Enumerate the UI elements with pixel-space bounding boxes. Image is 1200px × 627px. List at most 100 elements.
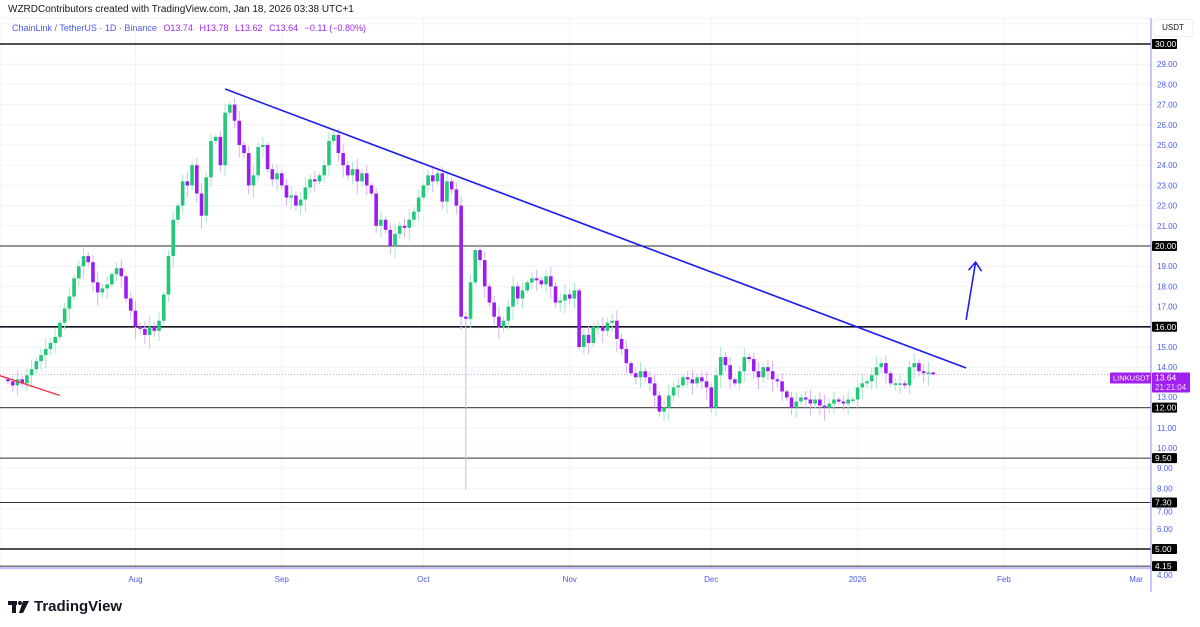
candle-body[interactable] <box>171 219 175 257</box>
candle-body[interactable] <box>435 173 440 182</box>
candle-body[interactable] <box>822 405 827 408</box>
candle-body[interactable] <box>747 357 751 360</box>
candle-body[interactable] <box>534 278 539 281</box>
candle-body[interactable] <box>341 153 345 166</box>
candle-body[interactable] <box>313 179 317 182</box>
candle-body[interactable] <box>459 205 463 317</box>
candle-body[interactable] <box>643 371 647 378</box>
candle-body[interactable] <box>775 379 780 382</box>
candle-body[interactable] <box>860 383 865 388</box>
candle-body[interactable] <box>426 175 430 186</box>
candle-body[interactable] <box>605 322 610 331</box>
candle-body[interactable] <box>695 377 699 384</box>
candle-body[interactable] <box>256 147 260 176</box>
candle-body[interactable] <box>638 371 643 378</box>
candle-body[interactable] <box>185 181 190 186</box>
candle-body[interactable] <box>600 326 605 331</box>
candle-body[interactable] <box>903 383 907 386</box>
candle-body[interactable] <box>685 377 690 380</box>
candle-body[interactable] <box>898 383 902 385</box>
candle-body[interactable] <box>794 401 799 408</box>
candle-body[interactable] <box>869 375 874 382</box>
candle-body[interactable] <box>733 379 737 384</box>
candle-body[interactable] <box>431 175 435 182</box>
candle-body[interactable] <box>440 173 445 202</box>
candle-body[interactable] <box>29 369 34 376</box>
candle-body[interactable] <box>317 175 322 182</box>
candle-body[interactable] <box>223 112 227 166</box>
candle-body[interactable] <box>468 282 473 319</box>
candle-body[interactable] <box>232 104 237 121</box>
candle-body[interactable] <box>95 282 100 293</box>
candle-body[interactable] <box>58 322 62 337</box>
candle-body[interactable] <box>610 320 614 323</box>
candle-body[interactable] <box>657 395 662 412</box>
candle-body[interactable] <box>454 189 459 206</box>
candle-body[interactable] <box>917 363 921 372</box>
candle-body[interactable] <box>501 320 506 327</box>
candle-body[interactable] <box>6 379 10 382</box>
candle-body[interactable] <box>530 278 534 283</box>
candle-body[interactable] <box>525 282 529 291</box>
candle-body[interactable] <box>818 399 822 406</box>
candle-body[interactable] <box>91 262 95 283</box>
red-trend-line[interactable] <box>0 375 61 397</box>
candle-body[interactable] <box>539 280 544 285</box>
candle-body[interactable] <box>294 195 298 206</box>
candle-body[interactable] <box>497 316 501 327</box>
candle-body[interactable] <box>20 379 24 384</box>
candle-body[interactable] <box>912 363 917 368</box>
candle-body[interactable] <box>161 294 166 321</box>
up-arrow-shaft[interactable] <box>965 262 977 321</box>
candle-body[interactable] <box>549 276 553 287</box>
candle-body[interactable] <box>114 268 119 275</box>
candle-body[interactable] <box>487 286 492 303</box>
candle-body[interactable] <box>926 372 931 374</box>
candle-body[interactable] <box>789 397 794 408</box>
candle-body[interactable] <box>563 294 567 301</box>
candle-body[interactable] <box>67 296 72 309</box>
candle-body[interactable] <box>766 367 770 372</box>
candle-body[interactable] <box>251 175 256 186</box>
candle-body[interactable] <box>445 181 449 202</box>
candle-body[interactable] <box>119 268 124 277</box>
candle-body[interactable] <box>577 290 581 347</box>
candle-body[interactable] <box>284 185 289 198</box>
candle-body[interactable] <box>931 372 935 375</box>
candle-body[interactable] <box>327 140 331 166</box>
candle-body[interactable] <box>397 225 402 234</box>
candle-body[interactable] <box>667 395 671 408</box>
candle-body[interactable] <box>464 316 468 319</box>
candle-body[interactable] <box>350 169 355 176</box>
candle-body[interactable] <box>624 349 629 364</box>
candle-body[interactable] <box>492 302 496 317</box>
candle-body[interactable] <box>86 256 91 263</box>
candle-body[interactable] <box>520 290 525 299</box>
candle-body[interactable] <box>62 308 67 323</box>
candle-body[interactable] <box>322 165 327 176</box>
candle-body[interactable] <box>482 260 487 287</box>
candle-body[interactable] <box>15 379 20 386</box>
candle-body[interactable] <box>331 134 336 141</box>
candle-body[interactable] <box>393 233 397 246</box>
candle-body[interactable] <box>195 165 199 194</box>
candle-body[interactable] <box>152 326 157 331</box>
candle-body[interactable] <box>884 363 888 374</box>
candle-body[interactable] <box>416 197 421 212</box>
candle-body[interactable] <box>652 383 657 396</box>
candle-body[interactable] <box>558 300 563 303</box>
candle-body[interactable] <box>133 310 138 327</box>
candle-body[interactable] <box>785 391 789 398</box>
candle-body[interactable] <box>846 399 850 404</box>
candle-body[interactable] <box>228 104 232 113</box>
candle-body[interactable] <box>572 290 577 299</box>
candle-body[interactable] <box>147 326 152 335</box>
candle-body[interactable] <box>681 377 685 386</box>
candle-body[interactable] <box>714 375 718 408</box>
candle-body[interactable] <box>190 165 194 186</box>
candle-body[interactable] <box>893 383 898 385</box>
candle-body[interactable] <box>39 355 43 362</box>
candle-body[interactable] <box>308 179 312 188</box>
candle-body[interactable] <box>770 371 775 380</box>
